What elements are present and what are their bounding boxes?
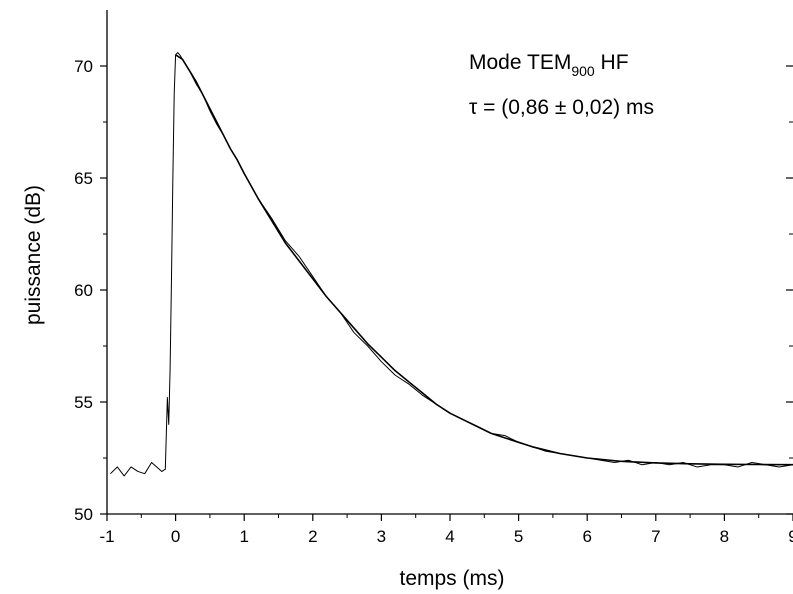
x-tick-label: 8 (720, 527, 729, 546)
x-tick-label: -1 (99, 527, 114, 546)
x-tick-label: 3 (377, 527, 386, 546)
x-tick-label: 2 (308, 527, 317, 546)
tau-annotation: τ = (0,86 ± 0,02) ms (469, 96, 654, 119)
mode-suffix: HF (595, 51, 629, 74)
y-tick-label: 55 (74, 393, 93, 412)
tick-labels: -1 0 1 2 3 4 5 6 7 8 9 50 55 60 65 70 (74, 57, 793, 546)
x-tick-label: 4 (445, 527, 454, 546)
x-axis-title: temps (ms) (400, 567, 505, 590)
tick-marks (100, 65, 793, 521)
y-axis-title: puissance (dB) (22, 185, 45, 325)
x-tick-label: 1 (239, 527, 248, 546)
mode-text: Mode TEM (469, 51, 571, 74)
x-tick-label: 7 (651, 527, 660, 546)
fit-curve (175, 54, 793, 466)
y-tick-label: 65 (74, 169, 93, 188)
y-tick-label: 50 (74, 505, 93, 524)
y-tick-label: 70 (74, 57, 93, 76)
mode-subscript: 900 (571, 63, 595, 79)
plot-area (110, 52, 793, 477)
x-tick-label: 5 (514, 527, 523, 546)
measured-curve (110, 52, 793, 477)
x-tick-label: 0 (171, 527, 180, 546)
x-tick-label: 9 (788, 527, 793, 546)
mode-annotation: Mode TEM900 HF (469, 51, 629, 79)
y-tick-label: 60 (74, 281, 93, 300)
x-tick-label: 6 (582, 527, 591, 546)
axes (106, 10, 793, 515)
